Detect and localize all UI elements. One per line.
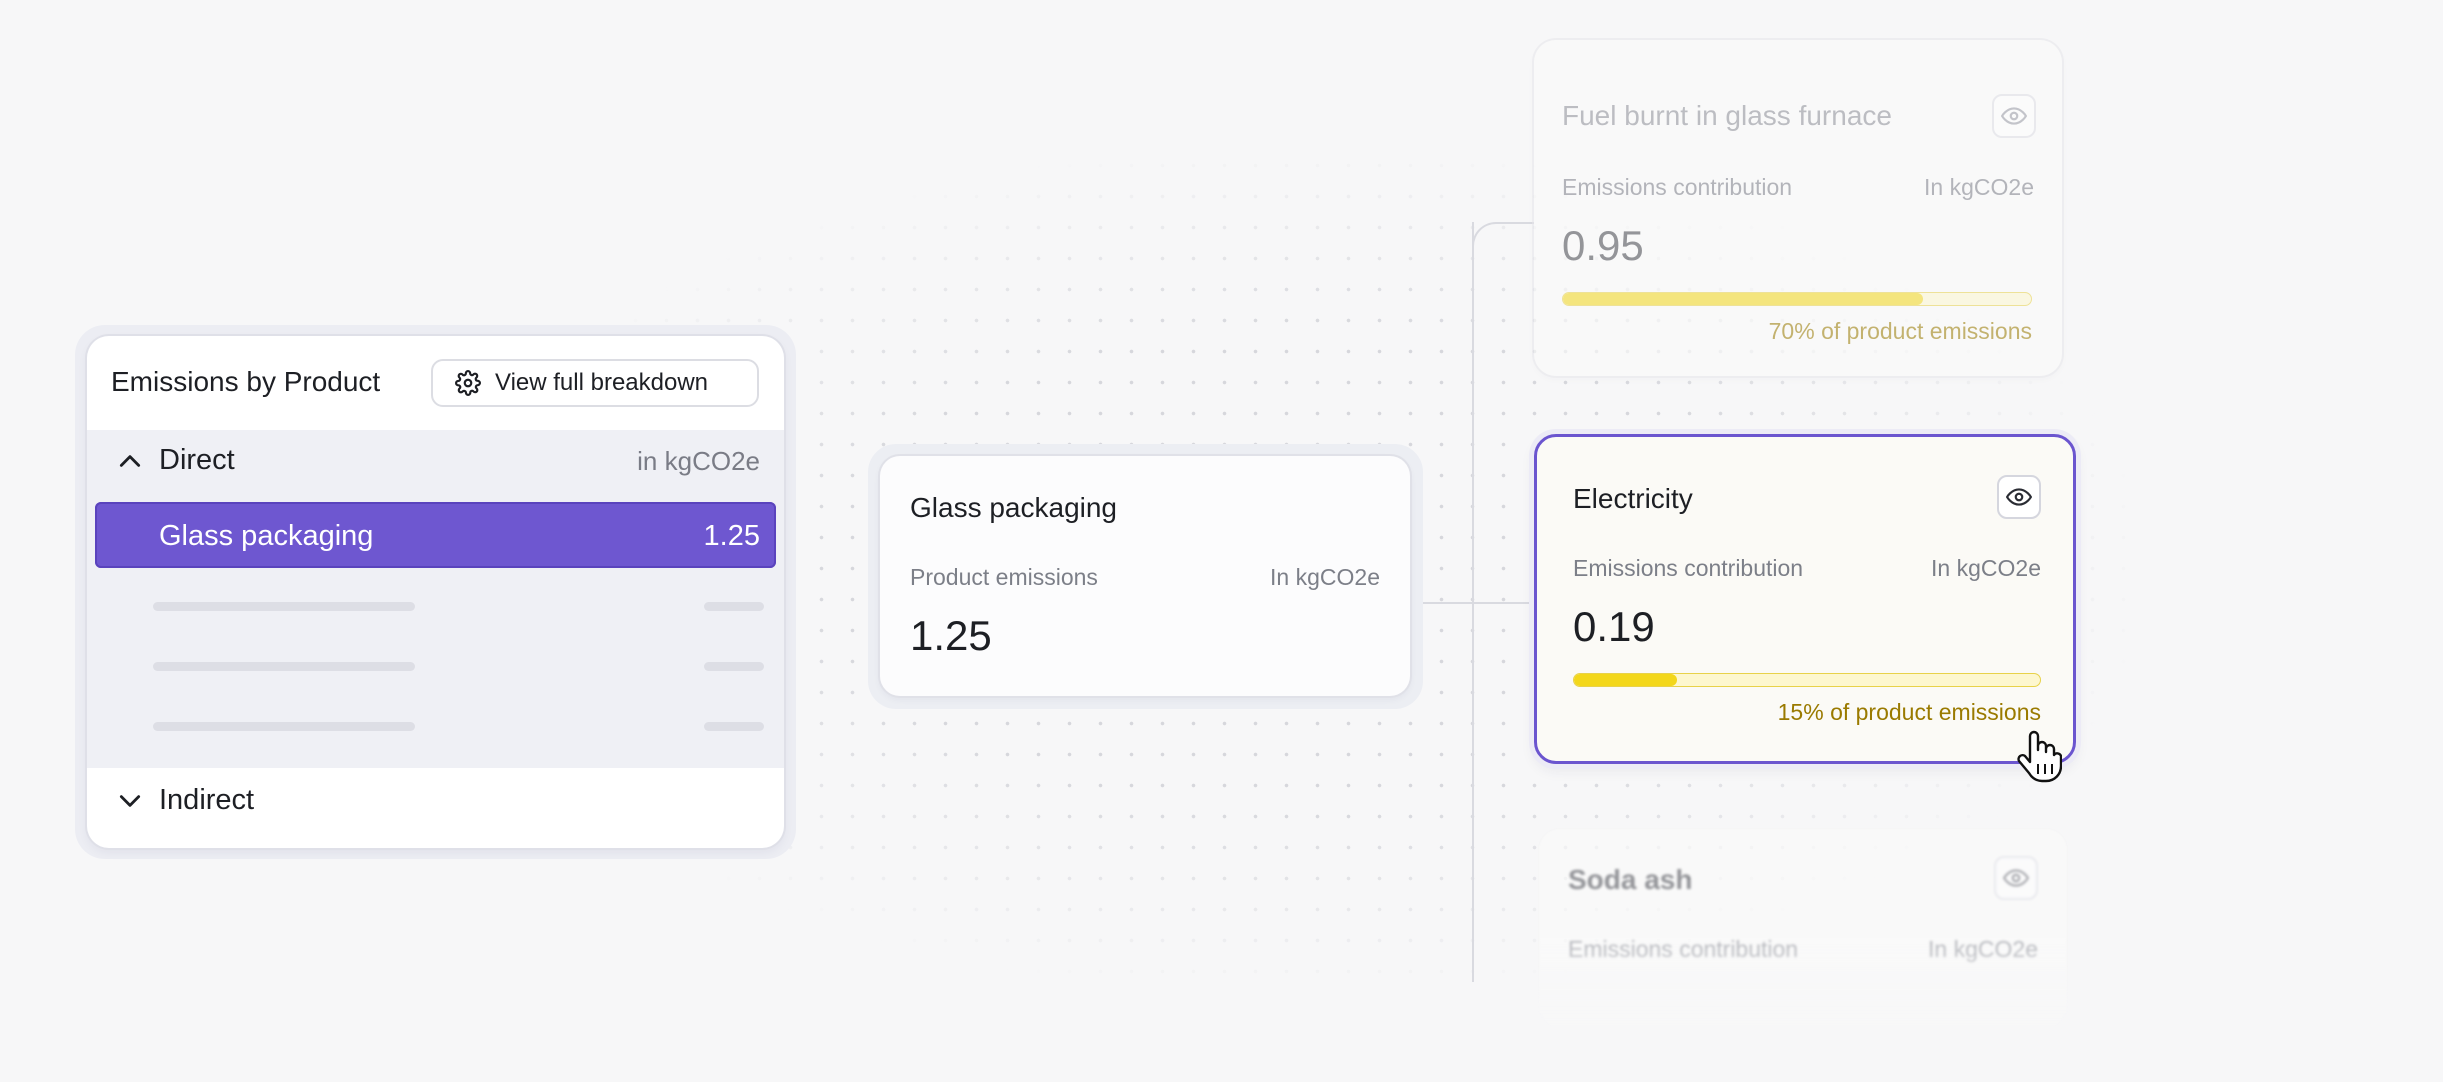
contribution-percent-text: 70% of product emissions [1768, 318, 2032, 344]
eye-icon[interactable] [1994, 856, 2038, 900]
skeleton-row-name [153, 722, 415, 731]
indirect-label: Indirect [159, 784, 255, 816]
skeleton-row-value [704, 662, 764, 671]
product-node-title: Glass packaging [910, 492, 1118, 523]
skeleton-row-value [704, 722, 764, 731]
view-full-breakdown-button[interactable]: View full breakdown [431, 359, 759, 407]
contribution-card-title: Soda ash [1568, 864, 1693, 895]
contribution-percent-text: 15% of product emissions [1777, 699, 2041, 725]
panel-title: Emissions by Product [111, 366, 381, 397]
product-node-value: 1.25 [910, 612, 992, 659]
product-row-glass-packaging[interactable]: Glass packaging 1.25 [95, 502, 776, 568]
contribution-card-subtitle: Emissions contribution [1562, 174, 1793, 200]
chevron-up-icon [117, 448, 143, 479]
contribution-card-subtitle: Emissions contribution [1573, 555, 1804, 581]
direct-label: Direct [159, 444, 235, 476]
emissions-by-product-panel: Emissions by Product View full breakdown… [87, 336, 784, 848]
product-row-name: Glass packaging [159, 520, 374, 552]
view-full-breakdown-label: View full breakdown [495, 369, 709, 396]
direct-unit-label: in kgCO2e [637, 446, 760, 476]
gear-icon [455, 370, 481, 396]
connector-curve [1472, 222, 1534, 284]
contribution-card-electricity[interactable]: Electricity Emissions contribution In kg… [1534, 434, 2076, 764]
skeleton-row-value [704, 602, 764, 611]
product-row-value: 1.25 [703, 520, 760, 552]
skeleton-row-name [153, 602, 415, 611]
product-node-unit: In kgCO2e [1270, 564, 1380, 590]
contribution-card-soda-ash[interactable]: Soda ash Emissions contribution In kgCO2… [1538, 828, 2068, 1028]
contribution-card-unit: In kgCO2e [1924, 174, 2034, 200]
product-node-subtitle: Product emissions [910, 564, 1098, 590]
contribution-card-subtitle: Emissions contribution [1568, 936, 1799, 962]
connector-horizontal [1412, 602, 1538, 604]
contribution-card-unit: In kgCO2e [1928, 936, 2038, 962]
contribution-progress-fill [1574, 674, 1677, 686]
contribution-card-value: 0.19 [1573, 603, 1655, 650]
direct-section [87, 430, 784, 768]
contribution-card-value: 0.95 [1562, 222, 1644, 269]
contribution-card-fuel[interactable]: Fuel burnt in glass furnace Emissions co… [1534, 40, 2062, 376]
contribution-progress-bar [1573, 673, 2041, 687]
contribution-card-title: Fuel burnt in glass furnace [1562, 100, 1892, 131]
contribution-card-title: Electricity [1573, 483, 1693, 514]
indirect-group-header[interactable]: Indirect [87, 770, 784, 830]
hand-pointer-icon [2016, 728, 2063, 789]
contribution-progress-fill [1563, 293, 1924, 305]
eye-icon[interactable] [1997, 475, 2041, 519]
contribution-progress-bar [1562, 292, 2032, 306]
skeleton-row-name [153, 662, 415, 671]
contribution-card-unit: In kgCO2e [1931, 555, 2041, 581]
product-node-card[interactable]: Glass packaging Product emissions In kgC… [880, 456, 1410, 696]
chevron-down-icon [117, 788, 143, 819]
direct-group-header[interactable]: Direct in kgCO2e [87, 430, 784, 490]
eye-icon[interactable] [1992, 94, 2036, 138]
